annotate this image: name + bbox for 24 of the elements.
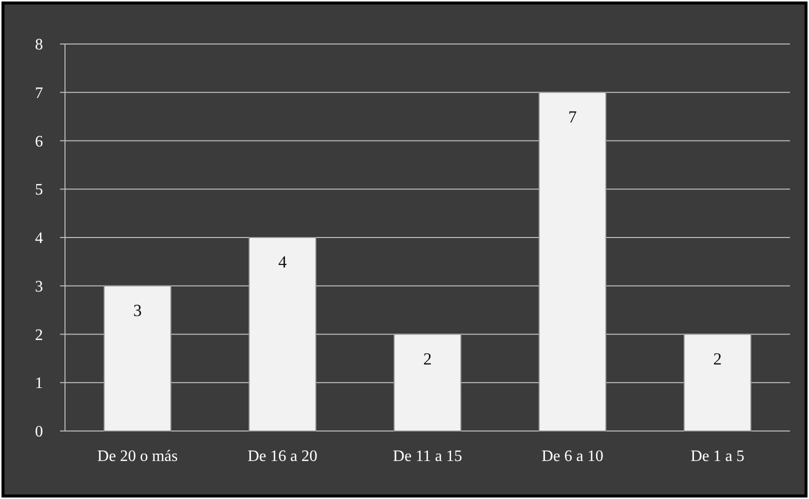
data-label: 4 [278, 252, 288, 272]
y-tick-label: 3 [35, 278, 43, 296]
bar [684, 334, 752, 432]
y-tick-label: 7 [35, 84, 43, 102]
y-tick-label: 5 [35, 182, 43, 199]
bar [104, 285, 172, 432]
x-tick-label: De 6 a 10 [542, 448, 604, 465]
y-tick-label: 4 [35, 230, 43, 248]
data-label: 7 [568, 107, 578, 126]
x-tick-label: De 11 a 15 [392, 448, 462, 465]
data-label: 3 [133, 300, 142, 320]
y-tick-label: 8 [35, 36, 43, 54]
bar [538, 92, 606, 432]
x-tick-label: De 1 a 5 [690, 448, 744, 465]
x-tick-label: De 20 o más [97, 448, 178, 465]
bar [394, 334, 462, 432]
data-label: 2 [713, 349, 722, 368]
y-tick-label: 2 [35, 326, 43, 344]
y-tick-label: 0 [35, 424, 43, 441]
x-tick-label: De 16 a 20 [248, 448, 318, 465]
y-tick-label: 6 [35, 133, 43, 150]
y-tick-label: 1 [35, 375, 43, 392]
data-label: 2 [423, 349, 432, 368]
bar [248, 237, 316, 432]
